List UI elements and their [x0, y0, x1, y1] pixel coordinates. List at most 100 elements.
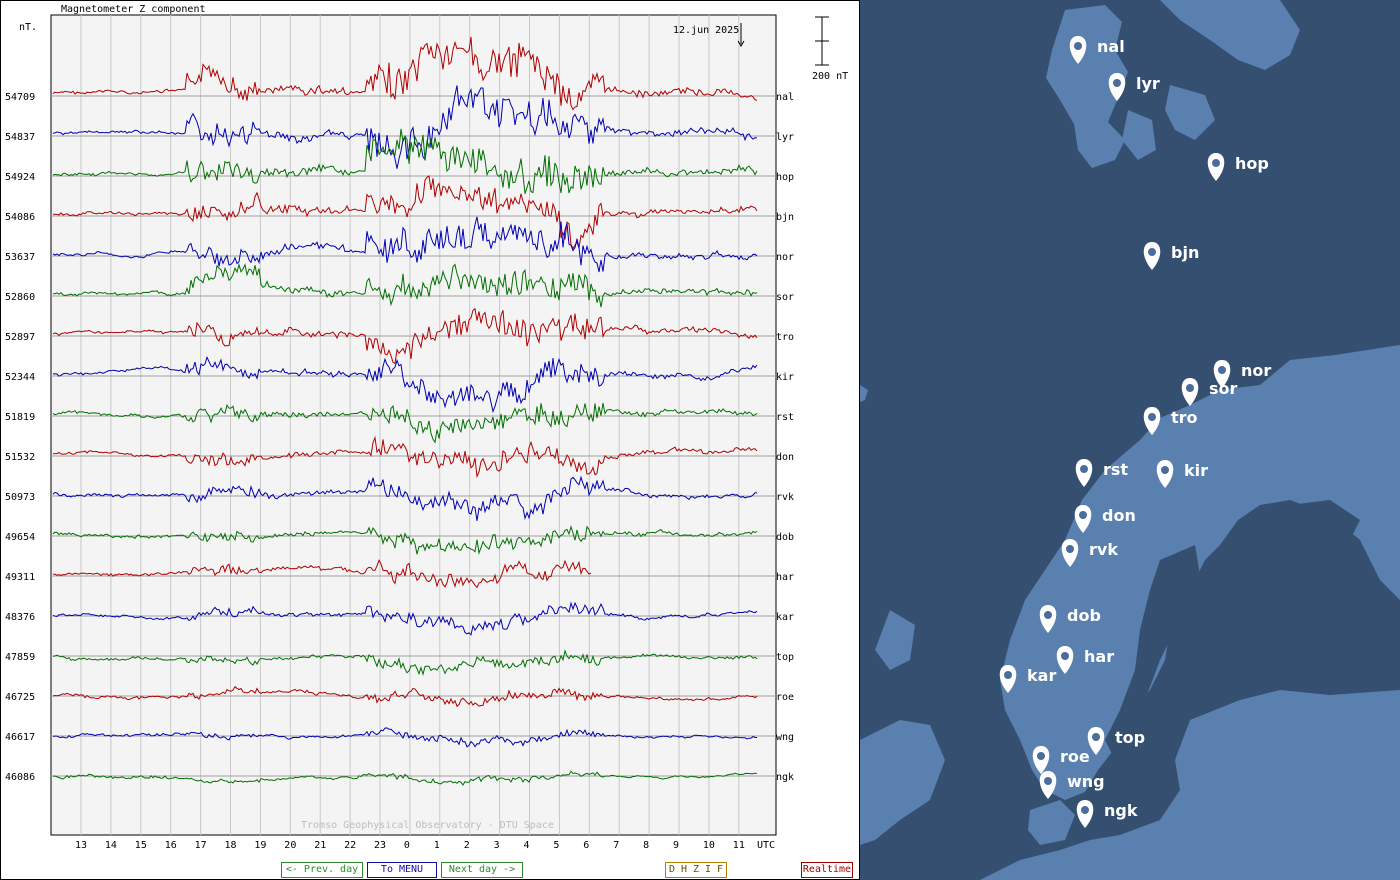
map-pin-hole	[1004, 671, 1012, 679]
component-f-button[interactable]: F	[714, 863, 726, 877]
station-label-nor: nor	[776, 252, 794, 263]
map-label-lyr: lyr	[1136, 74, 1160, 93]
map-label-roe: roe	[1060, 747, 1090, 766]
station-label-kar: kar	[776, 612, 794, 623]
x-tick-label: 14	[105, 840, 117, 851]
component-h-button[interactable]: H	[678, 863, 690, 877]
map-pin-hole	[1161, 466, 1169, 474]
component-i-button[interactable]: I	[702, 863, 714, 877]
baseline-value-don: 51532	[5, 452, 35, 463]
trace-dob	[52, 524, 758, 555]
baseline-value-tro: 52897	[5, 332, 35, 343]
station-label-har: har	[776, 572, 794, 583]
utc-label: UTC	[757, 840, 775, 851]
date-label: 12.jun 2025	[673, 25, 739, 36]
trace-hop	[52, 128, 758, 194]
map-marker-bjn[interactable]: bjn	[1143, 242, 1200, 270]
map-pin-hole	[1074, 42, 1082, 50]
x-tick-label: 21	[314, 840, 326, 851]
baseline-value-rst: 51819	[5, 412, 35, 423]
map-marker-rst[interactable]: rst	[1075, 459, 1129, 487]
map-pin-hole	[1218, 366, 1226, 374]
map-label-don: don	[1102, 506, 1136, 525]
baseline-value-rvk: 50973	[5, 492, 35, 503]
trace-nal	[52, 36, 758, 111]
plot-area	[50, 14, 777, 836]
baseline-value-top: 47859	[5, 652, 35, 663]
trace-kar	[52, 601, 758, 636]
trace-rst	[52, 403, 758, 444]
trace-kir	[52, 355, 758, 414]
map-marker-kir[interactable]: kir	[1156, 460, 1208, 488]
map-pin-hole	[1044, 777, 1052, 785]
trace-har	[52, 559, 592, 589]
station-label-roe: roe	[776, 692, 794, 703]
baseline-value-nor: 53637	[5, 252, 35, 263]
station-label-rst: rst	[776, 412, 794, 423]
x-tick-label: 11	[733, 840, 745, 851]
x-tick-label: 20	[284, 840, 296, 851]
map-marker-dob[interactable]: dob	[1039, 605, 1101, 633]
map-marker-har[interactable]: har	[1056, 646, 1114, 674]
baseline-value-hop: 54924	[5, 172, 35, 183]
date-arrow-icon	[737, 23, 745, 47]
map-marker-top[interactable]: top	[1087, 727, 1145, 755]
map-pin-hole	[1044, 611, 1052, 619]
trace-wng	[52, 727, 757, 748]
map-label-kar: kar	[1027, 666, 1056, 685]
map-pin-hole	[1080, 465, 1088, 473]
map-marker-sor[interactable]: sor	[1181, 378, 1238, 406]
next-day-button[interactable]: Next day ->	[441, 862, 523, 878]
baseline-value-roe: 46725	[5, 692, 35, 703]
map-marker-tro[interactable]: tro	[1143, 407, 1198, 435]
component-z-button[interactable]: Z	[690, 863, 702, 877]
map-pin-hole	[1212, 159, 1220, 167]
baltic-sea	[1105, 545, 1200, 760]
map-marker-nal[interactable]: nal	[1069, 36, 1125, 64]
realtime-button[interactable]: Realtime	[801, 862, 853, 878]
trace-ngk	[52, 770, 758, 786]
map-marker-hop[interactable]: hop	[1207, 153, 1269, 181]
map-label-nor: nor	[1241, 361, 1271, 380]
prev-day-button[interactable]: <- Prev. day	[281, 862, 363, 878]
x-tick-label: 7	[613, 840, 619, 851]
menu-button[interactable]: To MENU	[367, 862, 437, 878]
x-tick-label: 17	[195, 840, 207, 851]
magnetometer-panel: nal lyr hop bjn nor sor tro kir rst don rvk dob har k…	[0, 0, 860, 880]
map-marker-lyr[interactable]: lyr	[1108, 73, 1160, 101]
map-label-dob: dob	[1067, 606, 1101, 625]
map-marker-kar[interactable]: kar	[999, 665, 1057, 693]
map-pin-hole	[1092, 733, 1100, 741]
map-label-sor: sor	[1209, 379, 1238, 398]
baseline-value-kar: 48376	[5, 612, 35, 623]
trace-roe	[52, 685, 758, 708]
trace-top	[52, 649, 758, 677]
map-marker-nor[interactable]: nor	[1213, 360, 1272, 388]
map-pin-hole	[1061, 652, 1069, 660]
baseline-value-dob: 49654	[5, 532, 35, 543]
x-tick-label: 3	[494, 840, 500, 851]
map-marker-wng[interactable]: wng	[1039, 771, 1105, 799]
baseline-value-nal: 54709	[5, 92, 35, 103]
map-label-wng: wng	[1067, 772, 1105, 791]
baseline-value-bjn: 54086	[5, 212, 35, 223]
baseline-value-ngk: 46086	[5, 772, 35, 783]
map-marker-ngk[interactable]: ngk	[1076, 800, 1138, 828]
map-marker-rvk[interactable]: rvk	[1061, 539, 1119, 567]
map-pin-hole	[1113, 79, 1121, 87]
station-label-don: don	[776, 452, 794, 463]
station-label-dob: dob	[776, 532, 794, 543]
trace-nor	[52, 216, 758, 273]
map-marker-don[interactable]: don	[1074, 505, 1136, 533]
map-label-tro: tro	[1171, 408, 1198, 427]
x-tick-label: 22	[344, 840, 356, 851]
map-label-rvk: rvk	[1089, 540, 1118, 559]
component-selector: D H Z I F	[665, 862, 727, 878]
x-tick-label: 23	[374, 840, 386, 851]
station-label-sor: sor	[776, 292, 794, 303]
component-d-button[interactable]: D	[666, 863, 678, 877]
footer-credit: Tromso Geophysical Observatory - DTU Spa…	[301, 820, 554, 831]
map-marker-roe[interactable]: roe	[1032, 746, 1090, 774]
magnetometer-chart: nal lyr hop bjn nor sor tro kir rst don rvk dob har k…	[5, 4, 848, 851]
